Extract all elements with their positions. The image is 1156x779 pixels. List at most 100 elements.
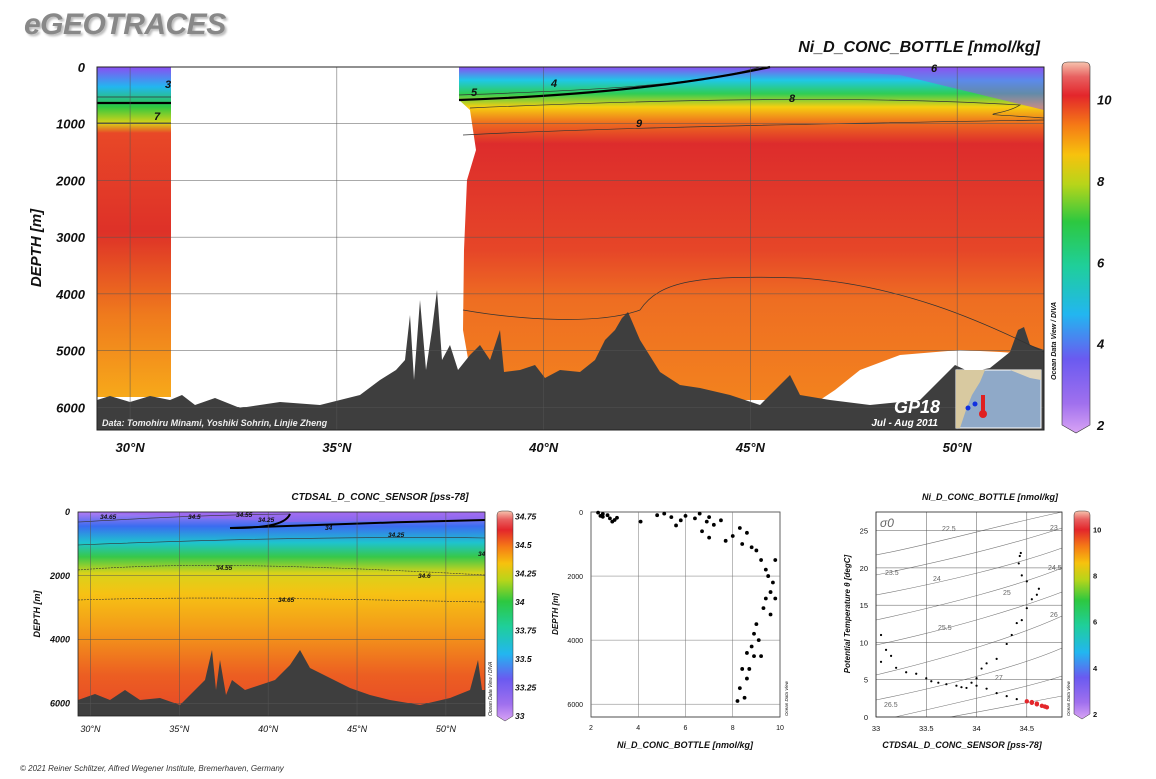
sal-colorbar-tick-label: 34.25 (515, 569, 537, 579)
ts-x-tick-label: 33.5 (919, 724, 934, 733)
sal-colorbar-ticks: 33 33.25 33.5 33.75 34 34.25 34.5 34.75 (515, 512, 537, 721)
profile-y-tick-label: 4000 (567, 638, 583, 645)
isopycnal-label: 23 (1050, 525, 1058, 532)
ts-point (895, 666, 898, 669)
ts-y-tick-label: 5 (864, 676, 868, 685)
ts-point (945, 683, 948, 686)
ts-point (1005, 695, 1008, 698)
ts-plot-area (876, 512, 1062, 717)
ts-point (960, 686, 963, 689)
ts-point (1029, 699, 1035, 705)
ts-point (995, 692, 998, 695)
main-east-field (459, 67, 1044, 400)
ts-point (1037, 587, 1040, 590)
profile-point (740, 667, 745, 671)
profile-point (754, 622, 759, 627)
profile-point (763, 596, 768, 601)
main-colorbar (1061, 61, 1091, 434)
profile-y-tick-label: 0 (579, 510, 583, 517)
profile-point (697, 511, 702, 516)
profile-point (683, 513, 688, 518)
profile-point (610, 519, 615, 524)
main-colorbar-tick-label: 2 (1096, 418, 1105, 433)
contour-label: 34.6 (418, 573, 431, 580)
main-y-tick-label: 4000 (55, 287, 86, 302)
inset-map (955, 369, 1042, 429)
profile-y-tick-label: 2000 (567, 574, 583, 581)
profile-point (745, 651, 749, 655)
profile-point (737, 526, 742, 530)
main-west-field (97, 67, 171, 397)
main-y-tick-label: 2000 (55, 173, 86, 188)
isopycnal-label: 26 (1050, 612, 1058, 619)
profile-point (768, 590, 773, 594)
ts-point (925, 677, 928, 680)
sal-y-tick-label: 4000 (49, 635, 70, 645)
sal-y-tick-label: 0 (65, 507, 70, 517)
main-colorbar-ticks: 2 4 6 8 10 (1096, 93, 1112, 433)
contour-label: 8 (789, 93, 796, 105)
sal-contour-labels: 34.65 34.5 34.55 34.25 34 34.25 34.55 34… (100, 512, 486, 604)
main-y-tick-label: 3000 (56, 230, 86, 245)
ts-y-tick-label: 20 (860, 564, 868, 573)
profile-y-axis-title: DEPTH [m] (551, 593, 560, 635)
profile-point (754, 548, 759, 553)
sal-x-ticks: 30°N 35°N 40°N 45°N 50°N (80, 724, 456, 734)
ts-point (1024, 699, 1030, 704)
profile-point (719, 518, 723, 523)
ts-point (980, 667, 983, 670)
ts-point (985, 662, 988, 665)
main-colorbar-tick-label: 8 (1097, 174, 1105, 189)
profile-point (596, 510, 600, 515)
profile-point (674, 523, 678, 528)
profile-point (730, 534, 735, 538)
profile-point (771, 580, 775, 585)
main-bathymetry (97, 290, 1044, 430)
ts-point (955, 684, 958, 687)
ts-point (879, 633, 883, 637)
isopycnal-label: 24 (933, 576, 941, 583)
ts-points (879, 551, 1050, 710)
ts-isopycnal-labels: 22.5 23 23.5 24 24.5 25 25.5 26 26.5 27 (884, 525, 1062, 709)
sal-y-axis-title: DEPTH [m] (32, 589, 42, 637)
contour-label: 34 (325, 525, 333, 532)
contour-label: 34.55 (216, 565, 233, 572)
profile-point (742, 695, 747, 700)
salinity-section-plot: CTDSAL_D_CONC_SENSOR [pss-78] 34.65 34.5… (32, 492, 537, 734)
sigma-label: σ0 (880, 516, 894, 530)
sal-colorbar-tick-label: 33.5 (515, 654, 532, 664)
ts-point (1005, 642, 1008, 646)
profile-point (766, 574, 771, 578)
main-y-axis-title: DEPTH [m] (28, 208, 45, 287)
profile-point (615, 515, 619, 520)
profile-point (662, 511, 667, 516)
ts-y-ticks: 0 5 10 15 20 25 (860, 527, 868, 722)
isopycnal-label: 24.5 (1048, 565, 1062, 572)
ni-section-plot: Ni_D_CONC_BOTTLE [nmol/kg] 3 4 5 6 7 8 9 (28, 39, 1112, 455)
sal-colorbar-tick-label: 34.75 (515, 512, 537, 522)
ts-point (1020, 618, 1023, 622)
contour-label: 7 (154, 111, 161, 123)
profile-point (737, 686, 742, 691)
main-y-tick-label: 6000 (56, 400, 86, 415)
profile-point (598, 513, 603, 518)
data-credit: Data: Tomohiru Minami, Yoshiki Sohrin, L… (102, 418, 328, 428)
contour-label: 34 (478, 551, 486, 558)
ts-point (1010, 633, 1013, 637)
profile-point (638, 519, 643, 524)
ts-point (915, 672, 918, 675)
contour-label: 9 (636, 118, 643, 130)
isopycnal-label: 25.5 (938, 625, 952, 632)
main-y-tick-label: 5000 (56, 344, 86, 359)
profile-point (605, 513, 610, 518)
main-y-tick-label: 0 (78, 60, 86, 75)
ts-colorbar-tick-label: 4 (1093, 664, 1098, 673)
odv-side-label: Ocean Data View / DIVA (1051, 302, 1058, 380)
sal-y-tick-label: 2000 (49, 571, 70, 581)
profile-points (596, 510, 778, 703)
ts-point (1017, 562, 1020, 565)
isopycnal-label: 25 (1003, 590, 1011, 597)
ts-point (1044, 705, 1050, 710)
profile-point (745, 530, 749, 535)
sal-colorbar-tick-label: 33 (515, 711, 525, 721)
